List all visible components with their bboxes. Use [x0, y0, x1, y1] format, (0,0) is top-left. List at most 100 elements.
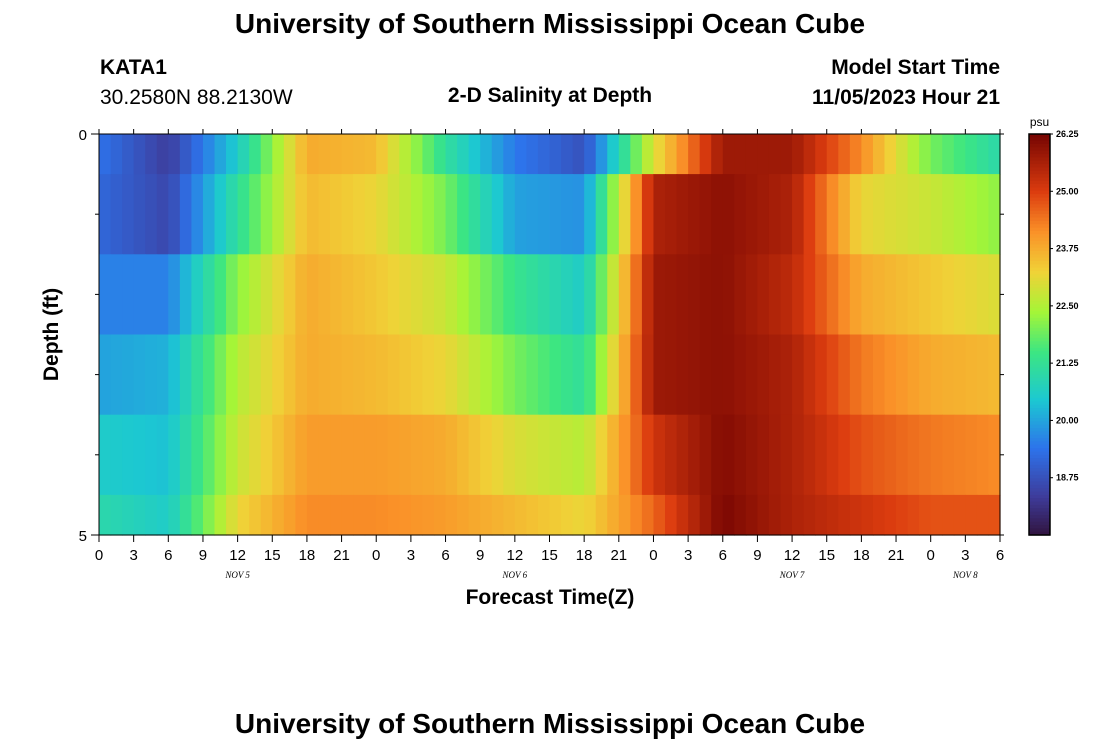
- x-tick-label: 9: [199, 547, 207, 564]
- heatmap-cell: [214, 494, 227, 536]
- heatmap-cell: [156, 174, 169, 255]
- heatmap-cell: [595, 254, 608, 336]
- heatmap-cell: [537, 134, 551, 175]
- heatmap-cell: [849, 134, 862, 175]
- heatmap-cell: [156, 494, 169, 536]
- heatmap-cell: [861, 494, 874, 536]
- heatmap-cell: [722, 254, 735, 336]
- colorbar-segment: [1029, 337, 1050, 342]
- heatmap-cell: [249, 134, 262, 175]
- heatmap-cell: [433, 174, 447, 255]
- heatmap-cell: [110, 254, 123, 336]
- heatmap-cell: [872, 254, 886, 336]
- heatmap-cell: [168, 134, 181, 175]
- x-tick-label: 0: [372, 547, 380, 564]
- heatmap-cell: [445, 134, 458, 175]
- heatmap-cell: [699, 334, 712, 416]
- colorbar-segment: [1029, 134, 1050, 138]
- colorbar-segment: [1029, 428, 1050, 433]
- heatmap-cell: [480, 334, 493, 416]
- heatmap-cell: [480, 414, 493, 496]
- heatmap-cell: [110, 414, 123, 496]
- heatmap-cell: [549, 134, 562, 175]
- heatmap-cell: [295, 174, 308, 255]
- heatmap-cell: [491, 254, 504, 336]
- heatmap-cell: [768, 254, 782, 336]
- heatmap-cell: [768, 174, 782, 255]
- heatmap-cell: [826, 494, 839, 536]
- heatmap-cell: [526, 334, 539, 416]
- heatmap-cell: [168, 174, 181, 255]
- heatmap-cell: [226, 414, 239, 496]
- heatmap-cell: [99, 494, 112, 536]
- heatmap-cell: [641, 414, 655, 496]
- colorbar-segment: [1029, 311, 1050, 316]
- x-tick-label: 0: [95, 547, 103, 564]
- colorbar-segment: [1029, 424, 1050, 429]
- colorbar-label: 25.00: [1056, 186, 1079, 196]
- heatmap-cell: [630, 134, 643, 175]
- heatmap-cell: [688, 134, 701, 175]
- colorbar-segment: [1029, 521, 1050, 526]
- heatmap-cell: [653, 414, 666, 496]
- heatmap-cell: [734, 174, 747, 255]
- heatmap-cell: [191, 494, 204, 536]
- heatmap-cell: [133, 494, 146, 536]
- colorbar-segment: [1029, 260, 1050, 265]
- heatmap-cell: [919, 174, 932, 255]
- colorbar-segment: [1029, 418, 1050, 422]
- heatmap-cell: [306, 494, 320, 536]
- heatmap-cell: [699, 254, 712, 336]
- colorbar-segment: [1029, 301, 1050, 306]
- heatmap-cell: [433, 414, 447, 496]
- colorbar-segment: [1029, 137, 1050, 142]
- heatmap-cell: [618, 414, 631, 496]
- heatmap-cell: [953, 494, 966, 536]
- page-title: University of Southern Mississippi Ocean…: [234, 8, 866, 39]
- colorbar-segment: [1029, 197, 1050, 202]
- heatmap-cell: [191, 134, 204, 175]
- heatmap-cell: [745, 174, 759, 255]
- heatmap-cell: [976, 494, 990, 536]
- heatmap-cell: [884, 254, 897, 336]
- heatmap-cell: [145, 174, 158, 255]
- heatmap-cell: [133, 414, 146, 496]
- heatmap-cell: [260, 494, 273, 536]
- heatmap-cell: [191, 174, 204, 255]
- heatmap-cell: [734, 134, 747, 175]
- heatmap-cell: [191, 414, 204, 496]
- heatmap-cell: [480, 174, 493, 255]
- colorbar-segment: [1029, 230, 1050, 235]
- colorbar-segment: [1029, 434, 1050, 439]
- heatmap-cell: [965, 414, 978, 496]
- heatmap-cell: [387, 494, 400, 536]
- colorbar-segment: [1029, 364, 1050, 369]
- colorbar-label: 26.25: [1056, 129, 1079, 139]
- station-id: KATA1: [100, 56, 167, 79]
- heatmap-cell: [757, 334, 770, 416]
- heatmap-cell: [168, 494, 181, 536]
- heatmap-cell: [676, 334, 689, 416]
- heatmap-cell: [537, 254, 551, 336]
- heatmap-cell: [930, 174, 943, 255]
- colorbar-segment: [1029, 180, 1050, 185]
- heatmap-cell: [607, 254, 620, 336]
- colorbar-segment: [1029, 187, 1050, 192]
- heatmap-cell: [410, 134, 424, 175]
- x-tick-label: 3: [129, 547, 137, 564]
- heatmap-cell: [896, 494, 909, 536]
- heatmap-cell: [872, 494, 886, 536]
- heatmap-cell: [965, 494, 978, 536]
- heatmap-cell: [480, 494, 493, 536]
- heatmap-cell: [549, 494, 562, 536]
- heatmap-cell: [318, 134, 331, 175]
- heatmap-cell: [457, 134, 470, 175]
- heatmap-cell: [907, 134, 920, 175]
- heatmap-cell: [641, 254, 655, 336]
- heatmap-cell: [353, 174, 366, 255]
- heatmap-cell: [179, 174, 193, 255]
- colorbar-segment: [1029, 287, 1050, 292]
- heatmap-cell: [214, 254, 227, 336]
- heatmap-cell: [607, 494, 620, 536]
- heatmap-cell: [364, 254, 377, 336]
